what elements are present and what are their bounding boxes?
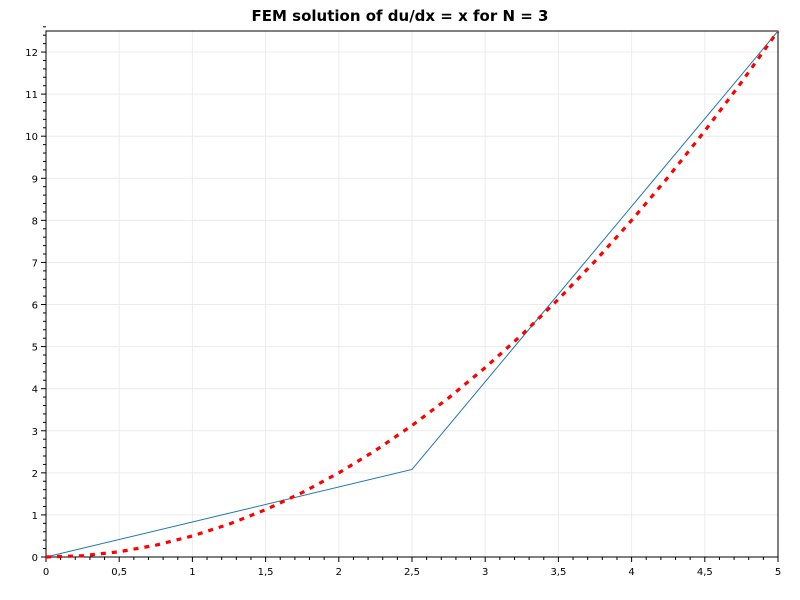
y-tick-label: 6	[32, 301, 38, 312]
y-tick-label: 9	[32, 174, 38, 185]
y-tick-label: 1	[32, 511, 38, 522]
y-tick-label: 5	[32, 343, 38, 354]
x-tick-label: 1,5	[258, 567, 274, 578]
x-tick-label: 1	[189, 567, 195, 578]
x-tick-label: 4,5	[697, 567, 713, 578]
x-tick-label: 2	[336, 567, 342, 578]
x-tick-label: 3,5	[550, 567, 566, 578]
chart-title: FEM solution of du/dx = x for N = 3	[251, 7, 549, 25]
x-tick-label: 5	[775, 567, 781, 578]
y-tick-label: 10	[25, 132, 38, 143]
y-tick-label: 4	[32, 385, 38, 396]
series-line-dotted-red	[45, 30, 780, 559]
x-tick-label: 2,5	[404, 567, 420, 578]
y-tick-label: 7	[32, 258, 38, 269]
y-tick-label: 3	[32, 427, 38, 438]
y-tick-label: 8	[32, 216, 38, 227]
y-tick-label: 12	[25, 48, 38, 59]
x-tick-label: 0,5	[111, 567, 127, 578]
x-tick-label: 4	[628, 567, 634, 578]
series	[45, 30, 780, 559]
y-tick-label: 2	[32, 469, 38, 480]
x-tick-label: 0	[43, 567, 49, 578]
x-tick-label: 3	[482, 567, 488, 578]
grid	[45, 31, 779, 558]
y-tick-label: 0	[32, 553, 38, 564]
y-tick-label: 11	[25, 90, 38, 101]
series-line-solid-blue	[45, 30, 779, 558]
